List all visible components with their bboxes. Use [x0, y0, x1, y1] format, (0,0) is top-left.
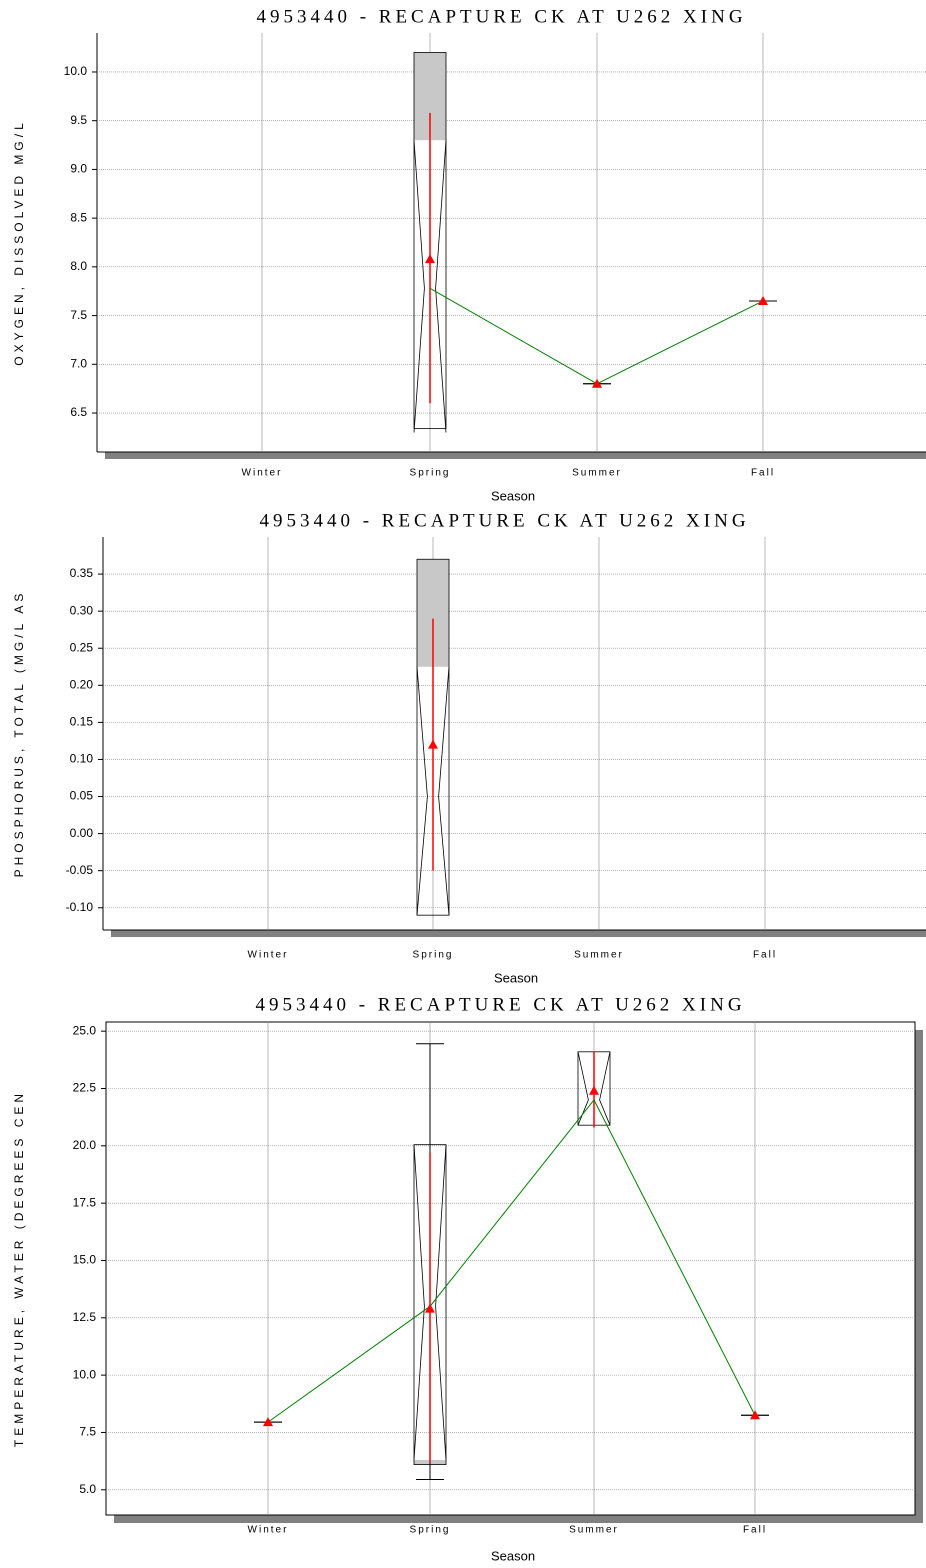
x-tick-label: Spring	[410, 1525, 451, 1536]
y-axis-label: OXYGEN, DISSOLVED MG/L	[12, 119, 26, 365]
median-line	[267, 1099, 756, 1423]
y-tick-label: 15.0	[73, 1253, 97, 1267]
mean-marker	[263, 1417, 273, 1427]
x-tick-label: Spring	[413, 950, 454, 961]
y-tick-label: -0.05	[66, 863, 94, 877]
x-tick-label: Winter	[248, 1525, 289, 1536]
notch	[577, 1051, 589, 1126]
y-tick-label: 12.5	[73, 1310, 97, 1324]
y-tick-label: 9.0	[70, 162, 87, 176]
y-axis-label: PHOSPHORUS, TOTAL (MG/L AS	[12, 590, 26, 878]
x-tick-label: Spring	[410, 468, 451, 479]
plot-area	[105, 1021, 916, 1516]
box	[413, 52, 447, 430]
notch	[416, 666, 428, 916]
x-axis-label: Season	[491, 1548, 535, 1563]
chart: 4953440 - RECAPTURE CK AT U262 XING TEMPE…	[12, 994, 923, 1563]
y-tick-label: 0.30	[70, 603, 94, 617]
chart-title: 4953440 - RECAPTURE CK AT U262 XING	[259, 510, 749, 531]
mean-marker	[750, 1410, 760, 1420]
y-tick-label: 7.5	[79, 1425, 96, 1439]
x-tick-label: Winter	[248, 950, 289, 961]
chart-title: 4953440 - RECAPTURE CK AT U262 XING	[256, 6, 746, 27]
mean-marker	[592, 378, 602, 388]
y-tick-label: 0.15	[70, 715, 94, 729]
notch	[599, 1051, 611, 1126]
mean-marker	[758, 295, 768, 305]
mean-marker	[428, 739, 438, 749]
x-tick-label: Summer	[569, 1525, 619, 1536]
y-tick-label: 8.0	[70, 259, 87, 273]
y-tick-label: 7.0	[70, 356, 87, 370]
y-tick-label: 0.05	[70, 789, 94, 803]
x-tick-label: Fall	[753, 950, 777, 961]
y-axis-label: TEMPERATURE, WATER (DEGREES CEN	[12, 1090, 26, 1447]
box	[416, 558, 450, 916]
chart-title: 4953440 - RECAPTURE CK AT U262 XING	[255, 994, 745, 1015]
y-tick-label: 0.20	[70, 677, 94, 691]
y-tick-label: -0.10	[66, 900, 94, 914]
x-tick-label: Fall	[751, 468, 775, 479]
y-tick-label: 9.5	[70, 113, 87, 127]
y-tick-label: 0.25	[70, 640, 94, 654]
y-tick-label: 10.0	[64, 64, 88, 78]
chart: 4953440 - RECAPTURE CK AT U262 XING OXYGE…	[12, 6, 926, 503]
y-tick-label: 0.35	[70, 566, 94, 580]
notch	[438, 666, 450, 916]
y-tick-label: 22.5	[73, 1081, 97, 1095]
x-axis-label: Season	[494, 970, 538, 985]
mean-marker	[425, 1303, 435, 1313]
x-tick-label: Winter	[242, 468, 283, 479]
mean-marker	[425, 254, 435, 264]
notch	[413, 140, 425, 433]
x-tick-label: Summer	[574, 950, 624, 961]
x-tick-label: Fall	[743, 1525, 767, 1536]
x-axis-label: Season	[491, 488, 535, 503]
y-tick-label: 6.5	[70, 405, 87, 419]
notch	[435, 140, 447, 433]
notch	[413, 1144, 425, 1460]
shadow	[111, 930, 926, 937]
y-tick-label: 7.5	[70, 308, 87, 322]
y-tick-label: 25.0	[73, 1023, 97, 1037]
shadow	[105, 452, 926, 459]
median-line	[429, 287, 764, 385]
chart: 4953440 - RECAPTURE CK AT U262 XING PHOSP…	[12, 510, 926, 985]
y-tick-label: 10.0	[73, 1367, 97, 1381]
y-tick-label: 8.5	[70, 210, 87, 224]
y-tick-label: 5.0	[79, 1482, 96, 1496]
x-tick-label: Summer	[572, 468, 622, 479]
y-tick-label: 17.5	[73, 1195, 97, 1209]
y-tick-label: 0.10	[70, 752, 94, 766]
notch	[435, 1144, 447, 1460]
y-tick-label: 20.0	[73, 1138, 97, 1152]
mean-marker	[589, 1085, 599, 1095]
y-tick-label: 0.00	[70, 826, 94, 840]
